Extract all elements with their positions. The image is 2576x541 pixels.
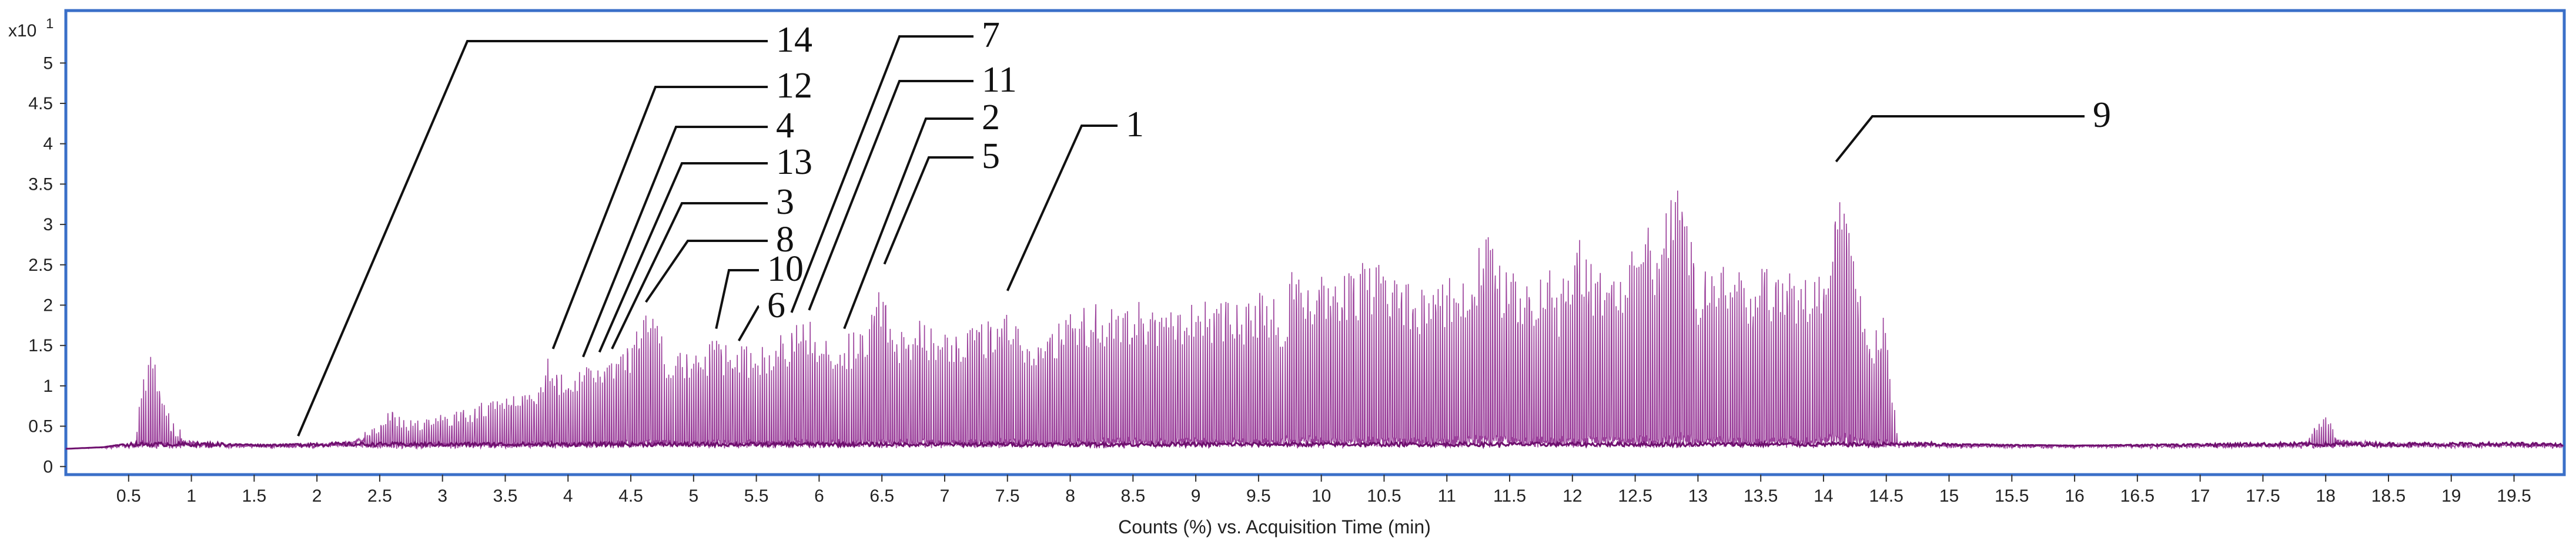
x-tick-label: 11.5 — [1493, 486, 1526, 506]
annotation-leader-line — [582, 126, 768, 358]
annotation-leader-line — [598, 162, 768, 353]
annotation-label: 12 — [776, 66, 812, 106]
y-tick-label: 5 — [43, 53, 53, 73]
x-tick-label: 16.5 — [2120, 486, 2155, 506]
x-tick-label: 3 — [437, 486, 447, 506]
y-multiplier-label: x10 — [8, 21, 36, 41]
x-tick-label: 10 — [1312, 486, 1331, 506]
chromatogram-trace — [66, 190, 2564, 451]
plot-border — [64, 9, 2566, 476]
x-tick-label: 10.5 — [1367, 486, 1401, 506]
annotation-leader-line — [715, 269, 759, 329]
x-tick-label: 12.5 — [1618, 486, 1652, 506]
x-tick-label: 2 — [312, 486, 322, 506]
x-tick-label: 8 — [1065, 486, 1075, 506]
annotation-label: 7 — [982, 15, 1000, 55]
x-tick-label: 4 — [563, 486, 573, 506]
annotation-label: 1 — [1126, 105, 1144, 145]
annotation-leader-line — [808, 80, 973, 311]
x-tick-label: 9.5 — [1246, 486, 1271, 506]
x-tick-label: 3.5 — [493, 486, 518, 506]
x-tick-label: 17 — [2190, 486, 2210, 506]
x-axis-title: Counts (%) vs. Acquisition Time (min) — [1118, 516, 1431, 537]
x-tick-label: 19.5 — [2497, 486, 2531, 506]
x-tick-label: 5 — [688, 486, 698, 506]
y-multiplier-exponent: 1 — [46, 16, 53, 32]
x-tick-label: 17.5 — [2246, 486, 2280, 506]
y-tick-label: 3 — [43, 215, 53, 234]
annotation-label: 6 — [767, 285, 785, 325]
x-tick-label: 15 — [1939, 486, 1959, 506]
x-tick-label: 7 — [940, 486, 950, 506]
x-axis: 0.5 1 1.5 2 2.5 3 3.5 4 4.5 5 5.5 6 6.5 7 7.5 8 8.5 9 9.5 1… — [116, 475, 2531, 506]
annotation-leader-line — [297, 40, 768, 437]
x-tick-label: 5.5 — [744, 486, 769, 506]
annotation-label: 11 — [982, 60, 1017, 100]
x-tick-label: 18.5 — [2371, 486, 2406, 506]
y-axis: 0 0.5 1 1.5 2 2.5 3 3.5 4 4.5 5 — [28, 53, 66, 476]
annotation-leader-line — [1006, 125, 1118, 291]
y-tick-label: 4.5 — [28, 94, 53, 113]
annotation-leader-line — [645, 240, 768, 303]
y-tick-label: 0.5 — [28, 417, 53, 436]
series-layer — [65, 190, 2564, 451]
y-tick-label: 1 — [43, 377, 53, 396]
annotation-label: 10 — [767, 249, 804, 289]
y-tick-label: 2.5 — [28, 256, 53, 275]
annotation-leader-line — [1835, 115, 2085, 163]
annotation-label: 13 — [776, 142, 812, 182]
x-tick-label: 16 — [2065, 486, 2084, 506]
annotation-leader-line — [790, 35, 973, 313]
annotation-leader-line — [843, 117, 973, 330]
x-tick-label: 4.5 — [618, 486, 643, 506]
annotation-leader-line — [551, 86, 768, 350]
x-tick-label: 19 — [2441, 486, 2461, 506]
annotation-label: 8 — [776, 220, 794, 260]
x-tick-label: 11 — [1438, 486, 1456, 506]
x-tick-label: 6 — [814, 486, 824, 506]
x-tick-label: 13 — [1688, 486, 1708, 506]
x-tick-label: 15.5 — [1995, 486, 2029, 506]
x-tick-label: 9 — [1191, 486, 1201, 506]
annotation-leader-line — [883, 156, 973, 265]
baseline-trace — [65, 439, 2564, 450]
annotation-label: 2 — [982, 98, 1000, 137]
annotation-label: 3 — [776, 182, 794, 222]
x-tick-label: 13.5 — [1744, 486, 1778, 506]
x-tick-label: 2.5 — [367, 486, 392, 506]
y-tick-label: 3.5 — [28, 174, 53, 194]
x-tick-label: 1.5 — [242, 486, 266, 506]
x-tick-label: 6.5 — [869, 486, 894, 506]
plot-frame — [64, 9, 2566, 476]
y-tick-label: 4 — [43, 135, 53, 154]
x-tick-label: 0.5 — [116, 486, 141, 506]
y-tick-label: 0 — [43, 457, 53, 476]
annotation-label: 9 — [2093, 95, 2111, 135]
annotation-leader-line — [737, 305, 760, 342]
x-tick-label: 12 — [1563, 486, 1582, 506]
x-tick-label: 1 — [186, 486, 196, 506]
x-tick-label: 14 — [1814, 486, 1833, 506]
x-tick-label: 14.5 — [1869, 486, 1903, 506]
y-tick-label: 1.5 — [28, 336, 53, 355]
annotation-label: 4 — [776, 106, 794, 146]
x-tick-label: 8.5 — [1120, 486, 1145, 506]
y-tick-label: 2 — [43, 295, 53, 315]
annotation-leader-line — [611, 202, 768, 350]
x-tick-label: 7.5 — [995, 486, 1020, 506]
annotation-label: 14 — [776, 20, 812, 60]
x-tick-label: 18 — [2316, 486, 2336, 506]
annotation-label: 5 — [982, 136, 1000, 176]
